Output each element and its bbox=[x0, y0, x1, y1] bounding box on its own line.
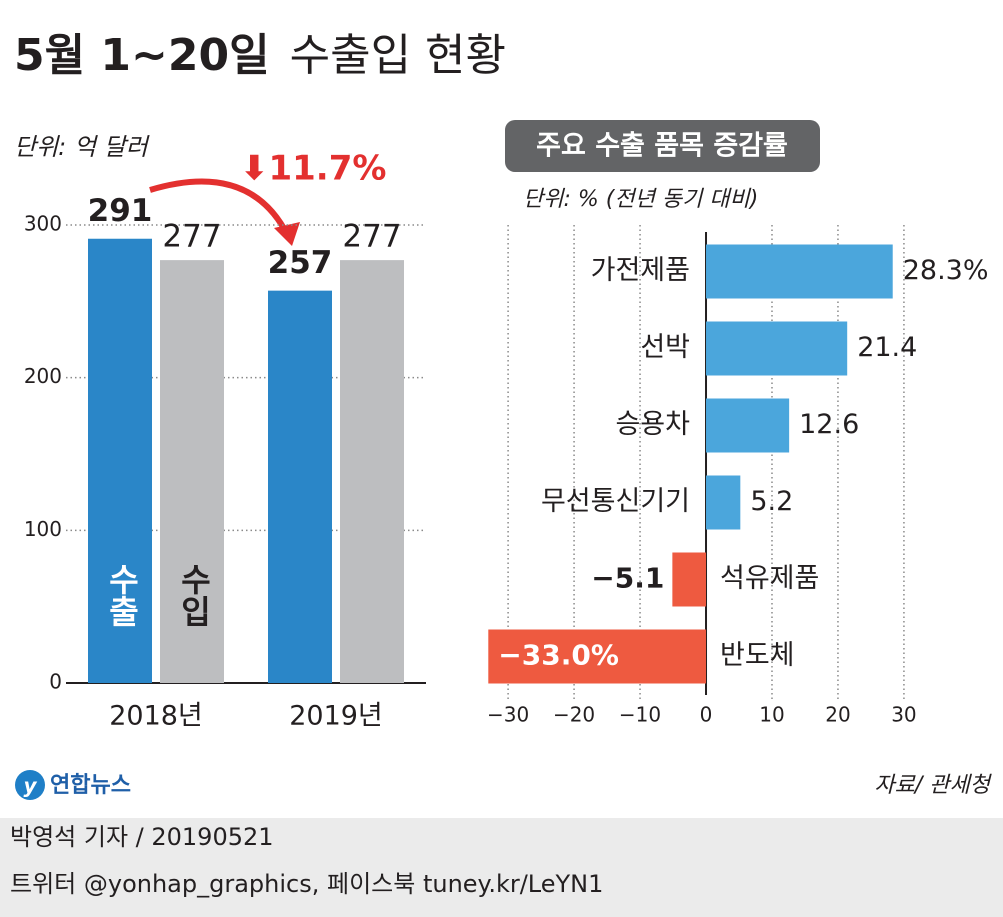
bar bbox=[706, 244, 893, 299]
title-box bbox=[505, 120, 820, 172]
x-tick-label: −30 bbox=[487, 703, 529, 727]
bar bbox=[268, 290, 332, 683]
x-tick-label: 2019년 bbox=[289, 701, 383, 732]
y-tick-label: 200 bbox=[24, 364, 62, 388]
category-label: 승용차 bbox=[615, 409, 690, 440]
logo-icon bbox=[15, 770, 45, 800]
title: 5월 1~20일 수출입 현황 bbox=[14, 30, 506, 81]
bar bbox=[706, 475, 741, 530]
logo-mark: y bbox=[23, 774, 37, 798]
x-tick-label: 20 bbox=[825, 703, 850, 727]
category-label: 무선통신기기 bbox=[541, 486, 690, 517]
logo: 연합뉴스 bbox=[50, 772, 131, 798]
legend-label: 수입 bbox=[175, 563, 213, 627]
value-label: 21.4 bbox=[857, 332, 917, 363]
x-tick-label: 0 bbox=[700, 703, 713, 727]
x-tick-label: −10 bbox=[619, 703, 661, 727]
value-label: 28.3% bbox=[903, 255, 989, 286]
y-tick-label: 0 bbox=[49, 670, 62, 694]
unit: 단위: 억 달러 bbox=[14, 133, 150, 161]
bar bbox=[706, 398, 790, 453]
source: 자료/ 관세청 bbox=[874, 773, 992, 798]
bar bbox=[672, 552, 707, 607]
value-label: 277 bbox=[162, 219, 221, 255]
category-label: 선박 bbox=[640, 332, 690, 363]
value-label: 277 bbox=[342, 219, 401, 255]
title-rest: 수출입 현황 bbox=[290, 30, 506, 81]
x-tick-label: 30 bbox=[891, 703, 916, 727]
footer: 트위터 @yonhap_graphics, 페이스북 tuney.kr/LeYN… bbox=[10, 870, 603, 898]
category-label: 반도체 bbox=[720, 640, 795, 671]
x-tick-label: −20 bbox=[553, 703, 595, 727]
value-label: −33.0% bbox=[498, 639, 619, 672]
value-label: 257 bbox=[268, 245, 333, 281]
category-label: 가전제품 bbox=[591, 255, 690, 286]
unit: 단위: % (전년 동기 대비) bbox=[523, 187, 758, 212]
annotation: ⬇11.7% bbox=[240, 149, 386, 189]
change-arrow-head bbox=[274, 222, 300, 246]
bar bbox=[340, 260, 404, 683]
x-tick-label: 2018년 bbox=[109, 701, 203, 732]
chart-title: 주요 수출 품목 증감률 bbox=[536, 131, 788, 162]
y-tick-label: 300 bbox=[24, 212, 62, 236]
bar bbox=[488, 629, 707, 684]
y-tick-label: 100 bbox=[24, 517, 62, 541]
value-label: 291 bbox=[88, 193, 153, 229]
value-label: 12.6 bbox=[799, 409, 859, 440]
title-main: 5월 1~20일 bbox=[14, 30, 270, 81]
category-label: 석유제품 bbox=[720, 563, 819, 594]
bar bbox=[88, 238, 152, 684]
bar bbox=[160, 260, 224, 683]
bar bbox=[706, 321, 848, 376]
value-label: 5.2 bbox=[750, 486, 793, 517]
footer-band bbox=[0, 818, 1003, 917]
byline: 박영석 기자 / 20190521 bbox=[10, 823, 274, 851]
change-arrow bbox=[149, 178, 291, 238]
value-label: −5.1 bbox=[591, 562, 664, 595]
x-tick-label: 10 bbox=[759, 703, 784, 727]
legend-label: 수출 bbox=[103, 563, 141, 627]
